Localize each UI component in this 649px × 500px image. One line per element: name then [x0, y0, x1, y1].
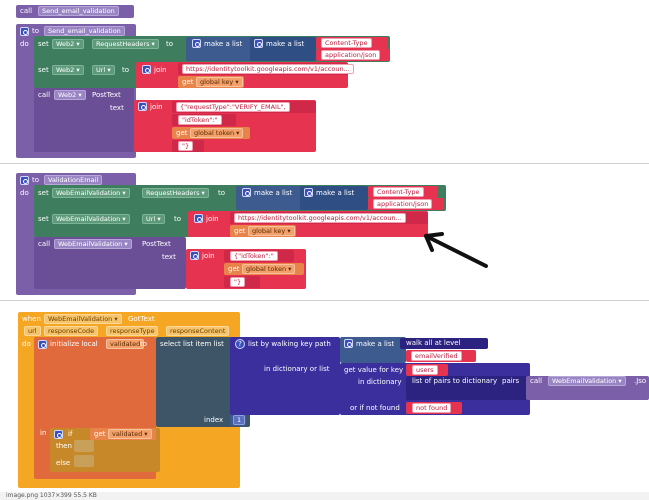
property-dropdown-url[interactable]: Url: [92, 65, 115, 75]
property-dropdown-url[interactable]: Url: [142, 214, 165, 224]
component-dropdown-webemailvalidation[interactable]: WebEmailValidation: [54, 239, 132, 249]
get-global-key-block[interactable]: get global key: [230, 225, 296, 237]
text-id-token[interactable]: "idToken":": [172, 114, 236, 126]
call-web2-posttext-block[interactable]: call Web2 PostText text: [34, 88, 134, 152]
property-dropdown-request-headers[interactable]: RequestHeaders: [142, 188, 209, 198]
set-web2-url-block[interactable]: set Web2 Url to: [34, 62, 150, 88]
gear-icon[interactable]: [192, 39, 201, 48]
param-url[interactable]: url: [24, 326, 41, 336]
component-dropdown-web2[interactable]: Web2: [52, 65, 84, 75]
text-users[interactable]: users: [406, 364, 448, 376]
gear-icon[interactable]: [254, 39, 263, 48]
get-global-token-block[interactable]: get global token: [224, 263, 304, 275]
variable-dropdown-global-token[interactable]: global token: [190, 128, 244, 138]
method-posttext: PostText: [142, 240, 171, 248]
variable-dropdown-global-token[interactable]: global token: [242, 264, 296, 274]
text-url[interactable]: https://identitytoolkit.googleapis.com/v…: [230, 212, 428, 224]
variable-dropdown-validated[interactable]: validated: [108, 429, 152, 439]
make-a-list-inner-block[interactable]: make a list: [300, 186, 368, 210]
call-webemailvalidation-json-block[interactable]: call WebEmailValidation .Jso: [526, 376, 649, 400]
property-dropdown-request-headers[interactable]: RequestHeaders: [92, 39, 159, 49]
event-name-gottext: GotText: [128, 315, 155, 323]
gear-icon[interactable]: [20, 176, 29, 185]
list-of-pairs-to-dictionary-block[interactable]: list of pairs to dictionary pairs: [406, 376, 528, 400]
procedure-name-field[interactable]: Send_email_validation: [44, 26, 125, 36]
text-close-brace[interactable]: "}: [172, 140, 204, 152]
text-url[interactable]: https://identitytoolkit.googleapis.com/v…: [178, 63, 354, 75]
gear-icon[interactable]: [54, 430, 63, 439]
text-content-type[interactable]: Content-Type: [316, 37, 388, 49]
divider: [0, 300, 649, 301]
text-application-json[interactable]: application/json: [368, 198, 444, 210]
component-dropdown-webemailvalidation[interactable]: WebEmailValidation: [52, 188, 130, 198]
make-a-list-block[interactable]: make a list: [340, 337, 406, 363]
gear-icon[interactable]: [304, 188, 313, 197]
call-keyword: call: [20, 7, 33, 15]
gear-icon[interactable]: [344, 339, 353, 348]
component-dropdown-web2[interactable]: Web2: [52, 39, 84, 49]
get-global-key-block[interactable]: get global key: [178, 76, 244, 88]
text-content-type[interactable]: Content-Type: [368, 186, 438, 198]
procedure-name-dropdown[interactable]: Send_email_validation: [38, 6, 119, 16]
walk-all-at-level-block[interactable]: walk all at level: [400, 338, 488, 349]
help-icon[interactable]: ?: [235, 339, 245, 349]
component-dropdown-webemailvalidation[interactable]: WebEmailValidation: [548, 376, 626, 386]
gear-icon[interactable]: [190, 251, 199, 260]
text-application-json[interactable]: application/json: [316, 49, 390, 61]
param-responsecode[interactable]: responseCode: [44, 326, 99, 336]
variable-dropdown-global-key[interactable]: global key: [248, 226, 295, 236]
arrow-annotation: [424, 232, 488, 268]
param-responsetype[interactable]: responseType: [106, 326, 159, 336]
component-dropdown-web2[interactable]: Web2: [54, 90, 86, 100]
component-dropdown-webemailvalidation[interactable]: WebEmailValidation: [52, 214, 130, 224]
local-variable-name-validated[interactable]: validated: [106, 339, 145, 349]
procedure-name-field[interactable]: ValidationEmail: [44, 175, 103, 185]
get-validated-block[interactable]: get validated: [90, 428, 156, 440]
param-responsecontent[interactable]: responseContent: [166, 326, 230, 336]
text-request-type[interactable]: {"requestType":"VERIFY_EMAIL",: [172, 101, 316, 113]
method-posttext: PostText: [92, 91, 121, 99]
variable-dropdown-global-key[interactable]: global key: [196, 77, 243, 87]
status-bar: image.png 1037×399 55.5 KB: [0, 492, 649, 500]
component-dropdown-webemailvalidation[interactable]: WebEmailValidation: [44, 314, 122, 324]
number-index-block[interactable]: 1: [230, 414, 246, 426]
text-close-brace[interactable]: "}: [224, 276, 260, 288]
gear-icon[interactable]: [38, 340, 47, 349]
index-value[interactable]: 1: [233, 415, 246, 425]
list-by-walking-key-path-block[interactable]: ? list by walking key path in dictionary…: [230, 337, 340, 415]
then-slot[interactable]: [74, 440, 94, 452]
text-not-found[interactable]: not found: [406, 402, 462, 414]
else-slot[interactable]: [74, 455, 94, 467]
gear-icon[interactable]: [20, 27, 29, 36]
gear-icon[interactable]: [242, 188, 251, 197]
make-a-list-inner-block[interactable]: make a list: [250, 37, 316, 61]
gear-icon[interactable]: [194, 214, 203, 223]
get-global-token-block[interactable]: get global token: [172, 127, 250, 139]
divider: [0, 163, 649, 164]
call-webemailvalidation-posttext-block[interactable]: call WebEmailValidation PostText text: [34, 237, 186, 289]
text-id-token[interactable]: {"idToken":": [224, 250, 294, 262]
gear-icon[interactable]: [138, 102, 147, 111]
text-email-verified[interactable]: emailVerified: [406, 350, 476, 362]
gear-icon[interactable]: [142, 65, 151, 74]
set-webemailvalidation-url-block[interactable]: set WebEmailValidation Url to: [34, 211, 194, 237]
call-procedure-block[interactable]: call Send_email_validation: [16, 5, 134, 18]
